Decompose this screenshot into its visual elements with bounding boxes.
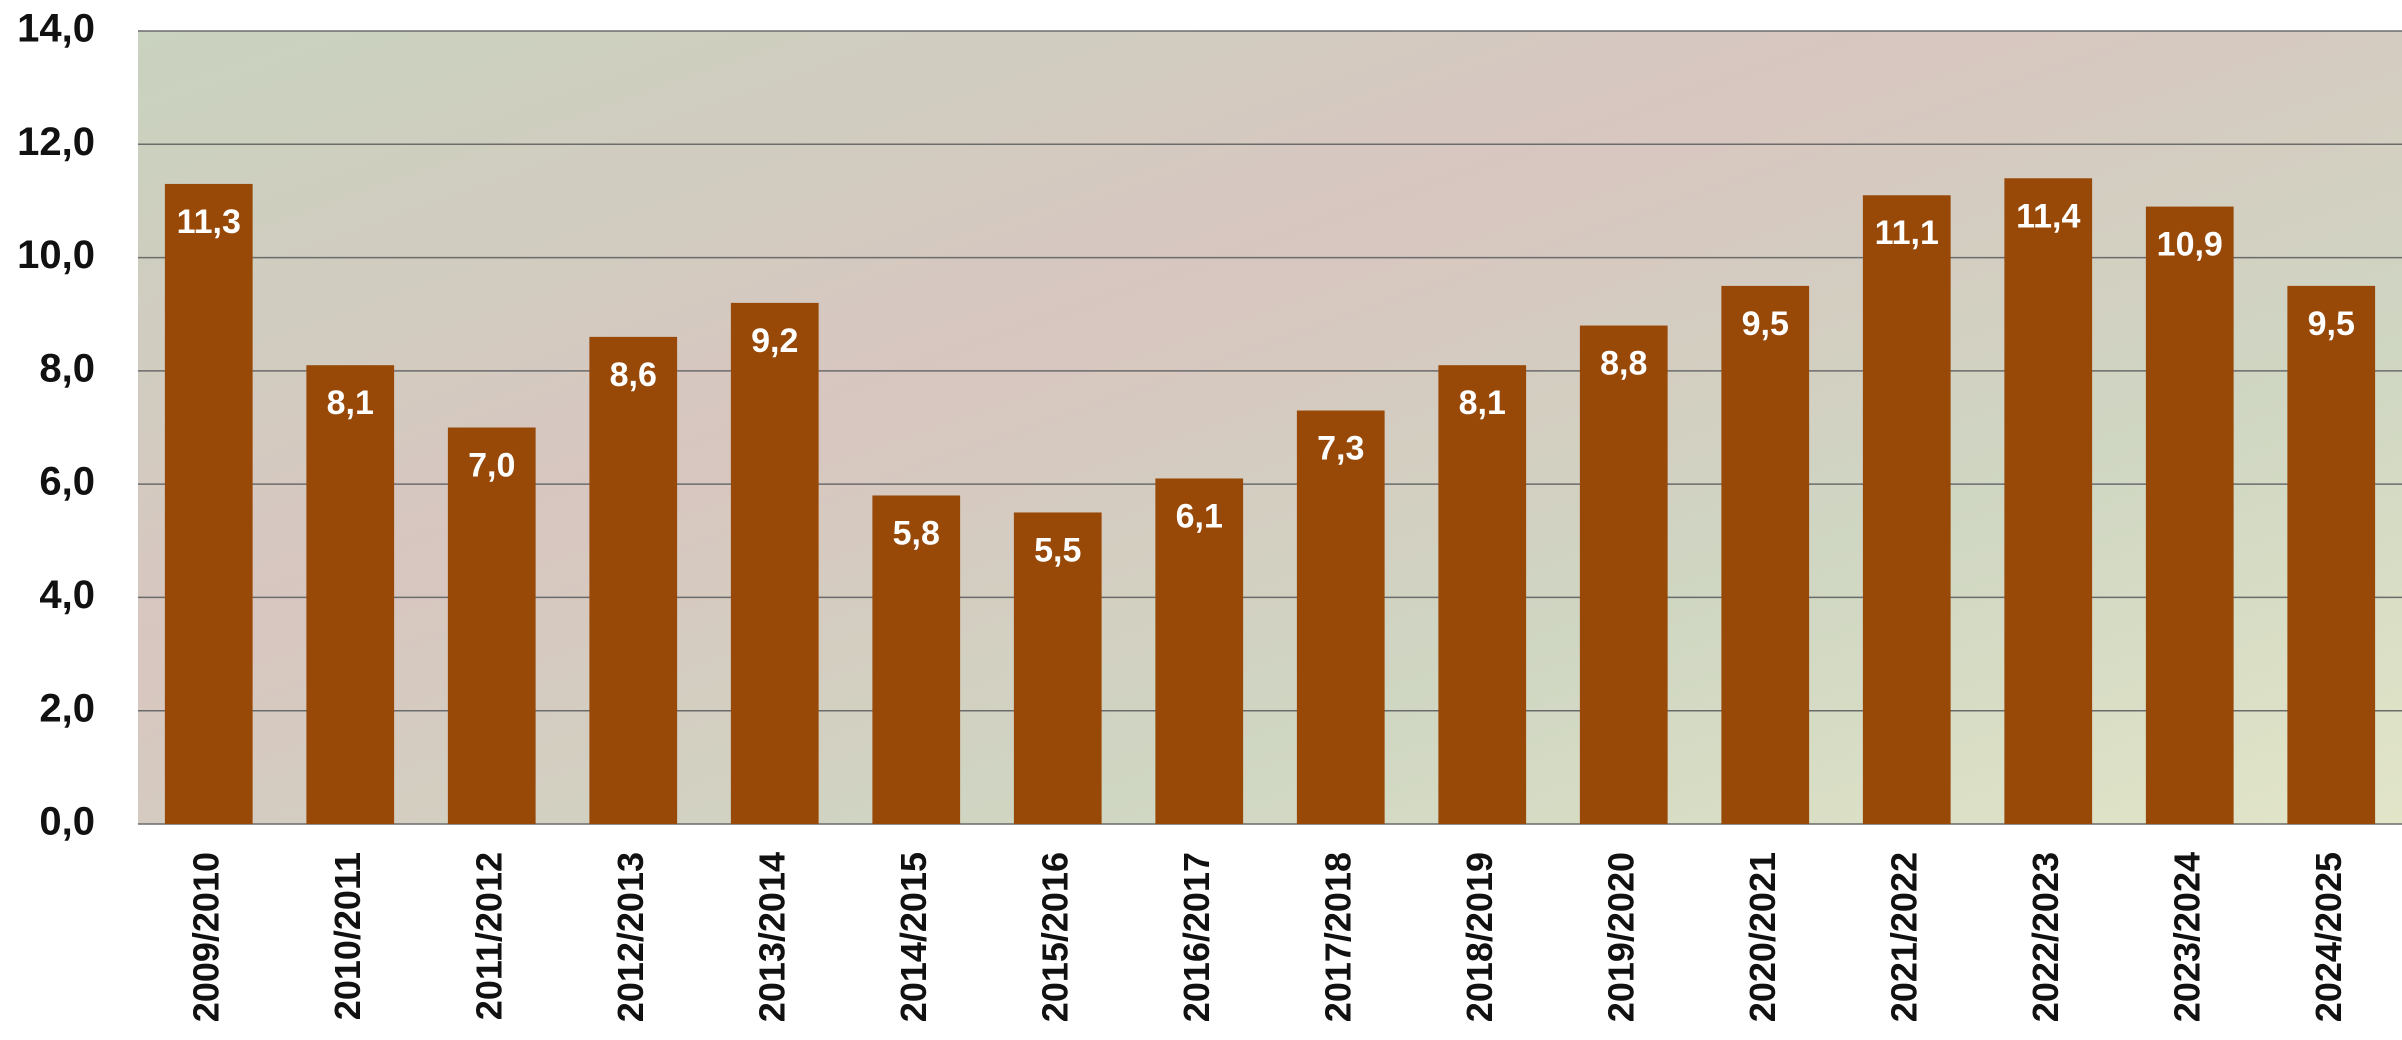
bar <box>1296 410 1385 824</box>
y-tick-label: 12,0 <box>17 120 95 164</box>
bar <box>1579 325 1668 824</box>
y-tick-label: 10,0 <box>17 233 95 277</box>
value-label: 9,5 <box>2308 305 2355 343</box>
bar <box>2145 206 2234 825</box>
bar <box>447 427 536 824</box>
x-tick-label: 2012/2013 <box>610 852 651 1022</box>
value-label: 10,9 <box>2157 226 2223 264</box>
x-tick-label: 2013/2014 <box>751 852 792 1022</box>
bar <box>589 336 678 824</box>
x-tick-label: 2015/2016 <box>1034 852 1075 1022</box>
bar <box>872 495 961 824</box>
y-tick-label: 0,0 <box>39 800 95 844</box>
x-tick-label: 2021/2022 <box>1883 852 1924 1022</box>
value-label: 9,2 <box>751 322 798 360</box>
bar <box>2004 178 2093 824</box>
x-tick-label: 2022/2023 <box>2025 852 2066 1022</box>
value-label: 8,6 <box>610 356 657 394</box>
x-tick-label: 2009/2010 <box>185 852 226 1022</box>
bar <box>164 183 253 824</box>
x-tick-label: 2024/2025 <box>2308 852 2349 1022</box>
value-label: 7,3 <box>1317 429 1364 467</box>
x-tick-label: 2019/2020 <box>1600 852 1641 1022</box>
value-label: 7,0 <box>468 446 515 484</box>
x-tick-label: 2014/2015 <box>893 852 934 1022</box>
y-tick-label: 4,0 <box>39 573 95 617</box>
y-tick-label: 8,0 <box>39 346 95 390</box>
value-label: 8,1 <box>327 384 374 422</box>
value-label: 11,3 <box>177 203 241 241</box>
value-label: 8,8 <box>1600 345 1647 383</box>
bar <box>1438 365 1527 824</box>
bar <box>1862 195 1951 824</box>
value-label: 9,5 <box>1742 305 1789 343</box>
bar <box>730 302 819 824</box>
x-tick-label: 2017/2018 <box>1317 852 1358 1022</box>
value-label: 11,4 <box>2016 197 2080 235</box>
bar <box>1155 478 1244 824</box>
value-label: 5,5 <box>1034 531 1081 569</box>
bar <box>2287 285 2376 825</box>
value-label: 8,1 <box>1459 384 1506 422</box>
x-tick-label: 2023/2024 <box>2166 852 2207 1022</box>
x-tick-label: 2011/2012 <box>468 852 509 1020</box>
y-tick-label: 2,0 <box>39 686 95 730</box>
y-tick-label: 6,0 <box>39 460 95 504</box>
bar <box>1013 512 1102 824</box>
value-label: 11,1 <box>1875 214 1939 252</box>
value-label: 6,1 <box>1176 497 1223 535</box>
value-label: 5,8 <box>893 514 940 552</box>
x-tick-label: 2010/2011 <box>327 852 368 1020</box>
y-tick-label: 14,0 <box>17 7 95 51</box>
bar <box>1721 285 1810 825</box>
x-tick-label: 2016/2017 <box>1176 852 1217 1022</box>
x-tick-label: 2018/2019 <box>1459 852 1500 1022</box>
x-tick-label: 2020/2021 <box>1742 852 1783 1022</box>
bar <box>306 365 395 824</box>
